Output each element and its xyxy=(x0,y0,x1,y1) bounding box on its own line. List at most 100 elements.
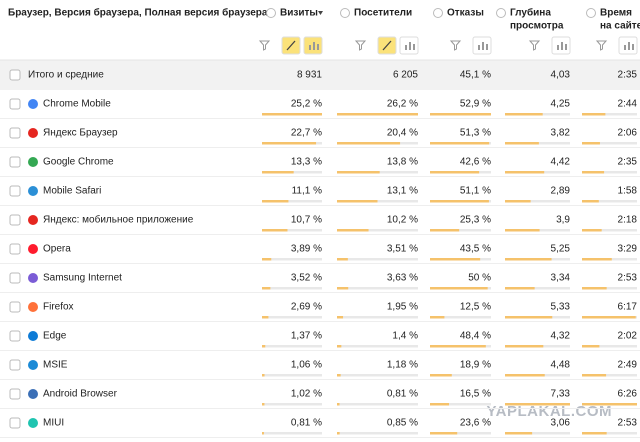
cell-value: 3,52 % xyxy=(291,273,322,284)
cell-value: 0,85 % xyxy=(387,418,418,429)
totals-background xyxy=(0,60,640,90)
bar xyxy=(430,113,491,116)
bar-track xyxy=(262,258,322,261)
checkbox[interactable] xyxy=(9,69,21,81)
cell-value: 6:17 xyxy=(618,302,638,313)
bar xyxy=(337,258,348,261)
filter-icon[interactable] xyxy=(595,40,608,51)
checkbox[interactable] xyxy=(9,272,21,284)
bar xyxy=(337,142,401,145)
browser-name[interactable]: MIUI xyxy=(43,418,64,429)
bar xyxy=(430,258,481,261)
bar-icon xyxy=(557,45,559,50)
cell-value: 13,8 % xyxy=(387,157,418,168)
bar xyxy=(337,229,369,232)
filter-icon[interactable] xyxy=(528,40,541,51)
bar-track xyxy=(337,374,418,377)
checkbox[interactable] xyxy=(9,301,21,313)
bar-track xyxy=(430,316,491,319)
checkbox[interactable] xyxy=(9,214,21,226)
browser-name[interactable]: Mobile Safari xyxy=(43,186,101,197)
browser-name[interactable]: MSIE xyxy=(43,360,68,371)
checkbox[interactable] xyxy=(9,98,21,110)
cell-value: 3,63 % xyxy=(387,273,418,284)
bar xyxy=(430,345,486,348)
browser-icon xyxy=(28,244,38,254)
browser-name[interactable]: Chrome Mobile xyxy=(43,99,111,110)
bar xyxy=(262,229,288,232)
column-header[interactable]: Глубина xyxy=(510,7,551,19)
bar-icon xyxy=(478,45,480,50)
browser-name[interactable]: Google Chrome xyxy=(43,157,114,168)
checkbox[interactable] xyxy=(9,185,21,197)
browser-name[interactable]: Яндекс Браузер xyxy=(43,128,118,139)
bar xyxy=(505,258,552,261)
help-icon xyxy=(586,8,596,18)
bar xyxy=(430,316,445,319)
checkbox[interactable] xyxy=(9,359,21,371)
bar xyxy=(582,142,600,145)
bar xyxy=(337,432,340,435)
cell-value: 1,06 % xyxy=(291,360,322,371)
column-header[interactable]: Посетители xyxy=(354,8,412,19)
help-icon xyxy=(496,8,506,18)
browser-name[interactable]: Samsung Internet xyxy=(43,273,122,284)
browser-icon xyxy=(28,360,38,370)
browser-name[interactable]: Edge xyxy=(43,331,67,342)
column-header[interactable]: просмотра xyxy=(510,21,564,32)
checkbox[interactable] xyxy=(9,330,21,342)
browser-name[interactable]: Opera xyxy=(43,244,71,255)
cell-value: 0,81 % xyxy=(291,418,322,429)
bar-icon xyxy=(409,42,411,50)
browser-icon xyxy=(28,157,38,167)
bar-track xyxy=(262,287,322,290)
bar xyxy=(505,345,544,348)
filter-icon[interactable] xyxy=(354,40,367,51)
checkbox[interactable] xyxy=(9,243,21,255)
browser-name[interactable]: Android Browser xyxy=(43,389,118,400)
percent-icon xyxy=(286,40,296,51)
bar xyxy=(582,171,605,174)
bar-track xyxy=(505,287,570,290)
bar-track xyxy=(582,142,637,145)
bar xyxy=(582,345,600,348)
bar xyxy=(582,200,599,203)
cell-value: 43,5 % xyxy=(460,244,491,255)
column-header[interactable]: на сайте xyxy=(600,21,640,32)
bar-track xyxy=(262,432,322,435)
watermark: YAPLAKAL.COM xyxy=(487,403,612,420)
bar-icon xyxy=(561,42,563,50)
total-cell: 4,03 xyxy=(551,70,571,81)
sort-arrow[interactable] xyxy=(318,11,323,15)
cell-value: 4,42 xyxy=(551,157,571,168)
bar-track xyxy=(337,432,418,435)
cell-value: 51,1 % xyxy=(460,186,491,197)
bar xyxy=(505,171,545,174)
column-header[interactable]: Время xyxy=(600,8,632,19)
filter-icon[interactable] xyxy=(258,40,271,51)
bar-track xyxy=(582,113,637,116)
column-header[interactable]: Визиты xyxy=(280,8,318,19)
bar xyxy=(262,287,271,290)
browser-icon xyxy=(28,99,38,109)
cell-value: 48,4 % xyxy=(460,331,491,342)
bar xyxy=(582,258,612,261)
bar xyxy=(337,345,342,348)
bar xyxy=(337,403,340,406)
cell-value: 13,3 % xyxy=(291,157,322,168)
bar xyxy=(582,403,637,406)
browser-name[interactable]: Яндекс: мобильное приложение xyxy=(43,214,194,226)
browser-name[interactable]: Firefox xyxy=(43,302,74,313)
filter-icon[interactable] xyxy=(449,40,462,51)
checkbox[interactable] xyxy=(9,127,21,139)
cell-value: 1,4 % xyxy=(392,331,418,342)
column-header[interactable]: Отказы xyxy=(447,8,484,19)
checkbox[interactable] xyxy=(9,417,21,429)
bar-track xyxy=(582,229,637,232)
cell-value: 1,18 % xyxy=(387,360,418,371)
checkbox[interactable] xyxy=(9,388,21,400)
bar xyxy=(262,113,322,116)
checkbox[interactable] xyxy=(9,156,21,168)
cell-value: 12,5 % xyxy=(460,302,491,313)
